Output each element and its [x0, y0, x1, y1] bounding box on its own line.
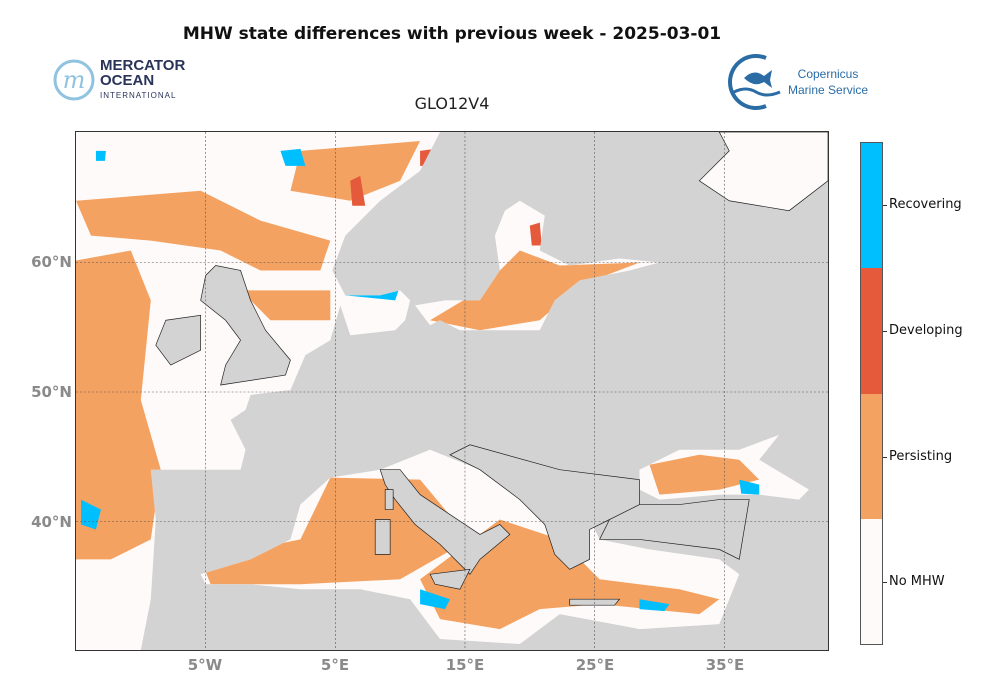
copernicus-marine-logo: Copernicus Marine Service [726, 52, 886, 112]
lat-label-40n: 40°N [31, 513, 72, 531]
mercator-line1: MERCATOR [100, 57, 186, 74]
colorbar-tick [883, 331, 887, 332]
copernicus-line1: Copernicus [797, 67, 859, 81]
copernicus-line2: Marine Service [788, 83, 869, 97]
lon-label-15e: 15°E [445, 656, 485, 674]
mercator-line3: INTERNATIONAL [100, 91, 177, 100]
lon-label-35e: 35°E [705, 656, 745, 674]
lat-label-60n: 60°N [31, 253, 72, 271]
colorbar-developing [861, 268, 882, 394]
legend-label-persisting: Persisting [889, 449, 953, 464]
mhw-map [75, 131, 829, 651]
legend-label-no-mhw: No MHW [889, 574, 945, 589]
lon-label-5w: 5°W [187, 656, 223, 674]
mercator-line2: OCEAN [100, 72, 155, 89]
legend-label-recovering: Recovering [889, 197, 962, 212]
map-subtitle: GLO12V4 [414, 94, 490, 113]
colorbar-tick [883, 582, 887, 583]
colorbar-no-mhw [861, 518, 882, 644]
colorbar-persisting [861, 393, 882, 519]
mercator-m-icon: m [53, 59, 95, 101]
lon-label-5e: 5°E [320, 656, 350, 674]
legend-label-developing: Developing [889, 323, 963, 338]
colorbar-tick [883, 457, 887, 458]
fish-icon [728, 54, 781, 110]
colorbar-tick [883, 205, 887, 206]
gridlines [76, 132, 828, 650]
colorbar-recovering [861, 143, 882, 269]
map-canvas [76, 131, 829, 650]
colorbar [860, 142, 883, 645]
lon-label-25e: 25°E [575, 656, 615, 674]
figure-title: MHW state differences with previous week… [182, 24, 722, 44]
mercator-ocean-logo: m MERCATOR OCEAN INTERNATIONAL [52, 58, 212, 106]
svg-text:m: m [63, 66, 86, 94]
lat-label-50n: 50°N [31, 383, 72, 401]
islands-peninsulas [155, 265, 750, 606]
